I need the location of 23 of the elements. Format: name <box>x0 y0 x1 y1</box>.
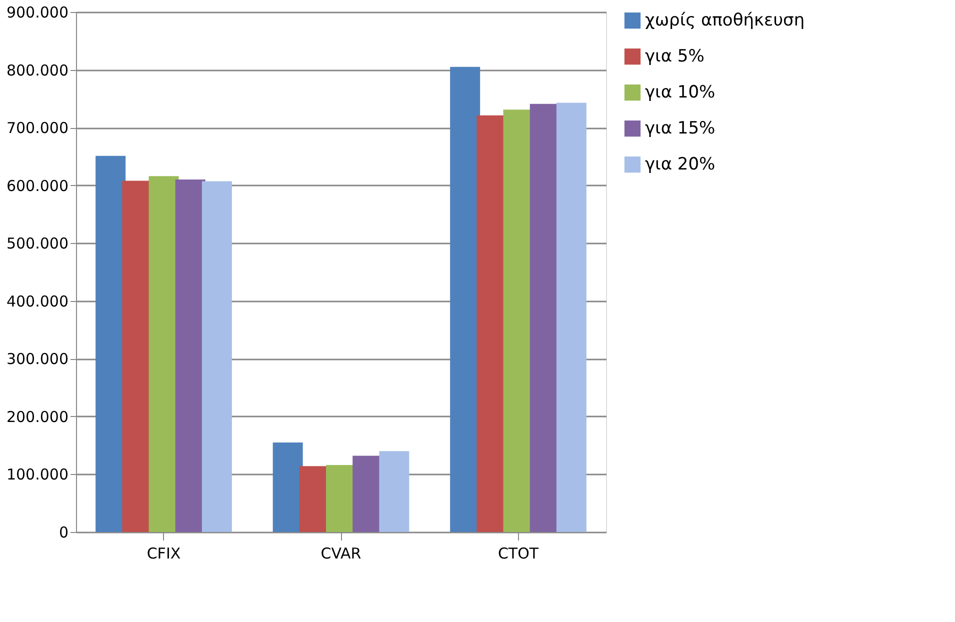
legend-label: για 5% <box>645 46 704 66</box>
y-tick-label: 600.000 <box>6 176 68 195</box>
y-tick-label: 400.000 <box>6 292 68 310</box>
bar <box>148 176 179 532</box>
y-tick-label: 100.000 <box>6 466 68 484</box>
y-tick-label: 200.000 <box>6 408 68 426</box>
legend-label: χωρίς αποθήκευση <box>645 10 805 30</box>
bar <box>202 181 232 532</box>
bar <box>379 451 410 532</box>
x-tick-label: CTOT <box>498 544 540 562</box>
bar <box>556 102 586 532</box>
x-tick-label: CVAR <box>320 544 362 562</box>
legend-label: για 15% <box>645 118 716 138</box>
y-tick-label: 300.000 <box>6 350 68 368</box>
y-tick-label: 500.000 <box>6 234 68 253</box>
y-tick-label: 0 <box>58 524 68 542</box>
y-tick-label: 800.000 <box>6 61 68 80</box>
bar <box>272 442 303 532</box>
legend-label: για 20% <box>645 154 716 174</box>
y-tick-label: 900.000 <box>6 4 68 22</box>
legend-label: για 10% <box>645 82 716 102</box>
y-tick-label: 700.000 <box>6 119 68 138</box>
x-tick-label: CFIX <box>146 544 181 562</box>
